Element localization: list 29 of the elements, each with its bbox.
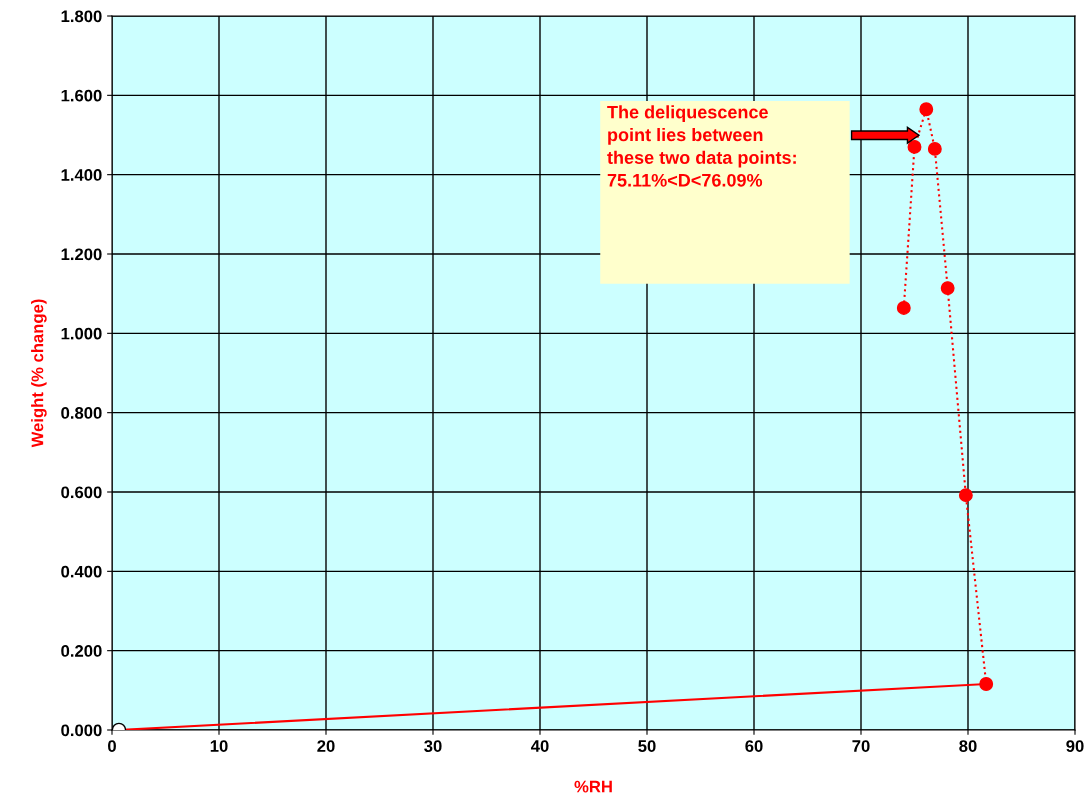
point [907, 139, 922, 154]
x-tick-label: 50 [638, 740, 656, 752]
point [927, 141, 942, 156]
y-tick-label: 0.200 [61, 645, 102, 657]
x-tick-label: 80 [959, 740, 977, 752]
x-axis-title: %RH [574, 780, 612, 793]
y-tick-label: 0.000 [61, 724, 102, 737]
point [896, 301, 911, 315]
x-tick-label: 30 [424, 740, 442, 752]
x-tick-label: 40 [530, 740, 549, 752]
y-tick-label: 0.400 [61, 565, 102, 578]
x-tick-label: 60 [745, 740, 763, 752]
x-tick-label: 90 [1066, 740, 1084, 752]
y-tick-label: 1.200 [61, 248, 102, 261]
y-tick-label: 1.400 [61, 169, 102, 181]
x-tick-label: 0 [108, 740, 116, 752]
y-tick-label: 1.800 [61, 10, 102, 23]
point [919, 102, 934, 117]
x-tick-label: 20 [317, 740, 335, 752]
y-tick-label: 0.600 [61, 486, 102, 499]
y-axis-title: Weight (% change) [31, 299, 47, 448]
point [940, 281, 955, 296]
point [958, 488, 973, 503]
y-tick-label: 0.800 [61, 407, 102, 419]
y-tick-label: 1.600 [61, 89, 102, 102]
x-tick-label: 70 [852, 740, 870, 752]
x-tick-label: 10 [210, 740, 228, 752]
annotation: The deliquescence point lies between these two data points: 75.11%<D<76.09% [607, 105, 796, 187]
y-tick-label: 1.000 [61, 327, 102, 340]
